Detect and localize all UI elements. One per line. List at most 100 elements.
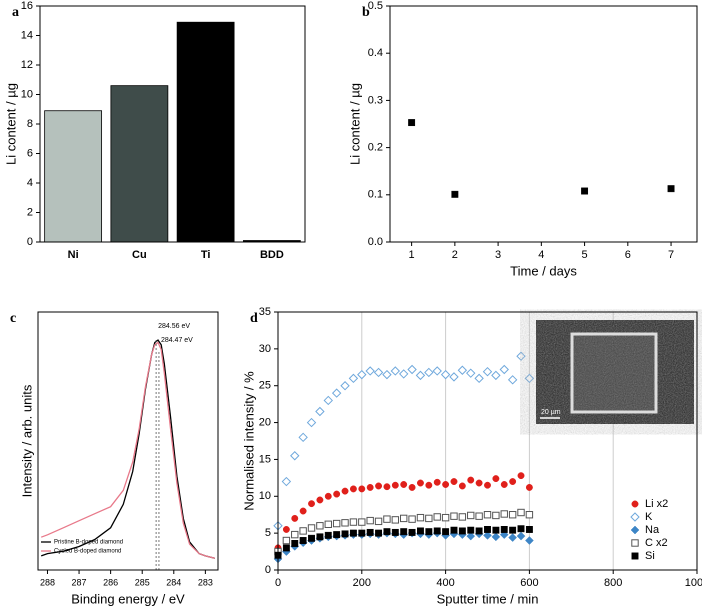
scale-label: 20 µm bbox=[541, 409, 561, 416]
point bbox=[316, 496, 324, 504]
x-tick-label: Cu bbox=[132, 249, 147, 261]
point bbox=[475, 512, 483, 520]
y-tick-label: 10 bbox=[259, 490, 271, 502]
point bbox=[467, 476, 475, 484]
point bbox=[400, 481, 408, 488]
y-tick-label: 0.5 bbox=[368, 0, 383, 12]
point bbox=[323, 395, 333, 406]
y-tick-label: 14 bbox=[21, 29, 33, 41]
point bbox=[382, 369, 392, 380]
point bbox=[416, 513, 425, 522]
point bbox=[508, 511, 517, 519]
x-tick-label: 7 bbox=[668, 249, 674, 261]
point bbox=[440, 369, 451, 380]
point bbox=[390, 366, 401, 376]
x-tick-label: 600 bbox=[520, 577, 538, 589]
point bbox=[383, 528, 391, 536]
x-tick-label: 1000 bbox=[685, 577, 702, 589]
point bbox=[383, 515, 391, 523]
y-tick-label: 16 bbox=[21, 0, 33, 12]
point bbox=[450, 478, 458, 485]
point bbox=[366, 528, 374, 536]
point bbox=[425, 528, 433, 536]
point bbox=[516, 351, 526, 361]
frame bbox=[37, 311, 219, 571]
point bbox=[299, 507, 307, 515]
point bbox=[432, 366, 442, 376]
point bbox=[442, 528, 450, 536]
point bbox=[366, 516, 374, 525]
y-tick-label: 20 bbox=[259, 416, 271, 428]
point bbox=[375, 529, 383, 537]
point bbox=[631, 539, 639, 547]
point bbox=[466, 368, 476, 378]
point bbox=[492, 475, 500, 483]
inset-noise bbox=[536, 320, 694, 424]
point bbox=[306, 417, 317, 428]
x-tick-label: 287 bbox=[72, 577, 87, 587]
point bbox=[375, 482, 383, 490]
frame bbox=[389, 5, 698, 243]
point bbox=[308, 500, 315, 508]
point bbox=[667, 185, 675, 193]
point bbox=[475, 479, 483, 487]
point bbox=[467, 511, 475, 520]
point bbox=[458, 527, 466, 535]
y-tick-label: 0 bbox=[27, 236, 33, 248]
x-axis-label: Sputter time / min bbox=[437, 591, 539, 606]
legend-label: Li x2 bbox=[645, 498, 668, 510]
legend-label: C x2 bbox=[645, 537, 668, 549]
point bbox=[348, 373, 359, 384]
point bbox=[475, 527, 483, 535]
point bbox=[415, 370, 426, 381]
point bbox=[299, 527, 307, 535]
x-tick-label: 286 bbox=[103, 577, 118, 587]
y-tick-label: 12 bbox=[21, 59, 33, 71]
point bbox=[631, 500, 639, 508]
frame bbox=[277, 311, 698, 571]
point bbox=[315, 406, 325, 417]
point bbox=[398, 369, 409, 379]
y-axis-label: Li content / µg bbox=[3, 83, 18, 165]
y-tick-label: 5 bbox=[265, 527, 271, 539]
point bbox=[525, 526, 533, 533]
y-tick-label: 25 bbox=[259, 380, 271, 392]
point bbox=[450, 526, 458, 534]
point bbox=[400, 514, 408, 523]
x-tick-label: 4 bbox=[538, 249, 544, 261]
point bbox=[509, 526, 517, 534]
point bbox=[358, 529, 366, 537]
panel-label: b bbox=[362, 5, 370, 20]
point bbox=[483, 511, 492, 519]
point bbox=[331, 388, 342, 398]
inset-square bbox=[570, 332, 658, 414]
point bbox=[467, 526, 475, 534]
x-tick-label: Ni bbox=[68, 249, 79, 261]
point bbox=[449, 372, 459, 382]
point bbox=[316, 522, 324, 530]
point bbox=[466, 531, 476, 541]
point bbox=[408, 483, 416, 491]
point bbox=[517, 525, 525, 533]
x-tick-label: 5 bbox=[582, 249, 588, 261]
point bbox=[383, 483, 391, 491]
x-tick-label: 285 bbox=[135, 577, 150, 587]
legend-label: Na bbox=[645, 524, 660, 536]
point bbox=[491, 532, 501, 542]
point bbox=[433, 478, 441, 486]
legend-label: Si bbox=[645, 550, 655, 562]
point bbox=[450, 512, 458, 520]
point bbox=[291, 530, 299, 539]
point bbox=[373, 367, 384, 378]
point bbox=[500, 526, 508, 533]
line bbox=[40, 341, 215, 559]
bar bbox=[176, 21, 235, 243]
point bbox=[491, 370, 501, 381]
point bbox=[340, 381, 350, 391]
point bbox=[349, 518, 358, 526]
point bbox=[391, 481, 399, 489]
point bbox=[307, 524, 316, 532]
point bbox=[425, 514, 433, 523]
x-tick-label: 800 bbox=[604, 577, 622, 589]
point bbox=[451, 190, 459, 198]
